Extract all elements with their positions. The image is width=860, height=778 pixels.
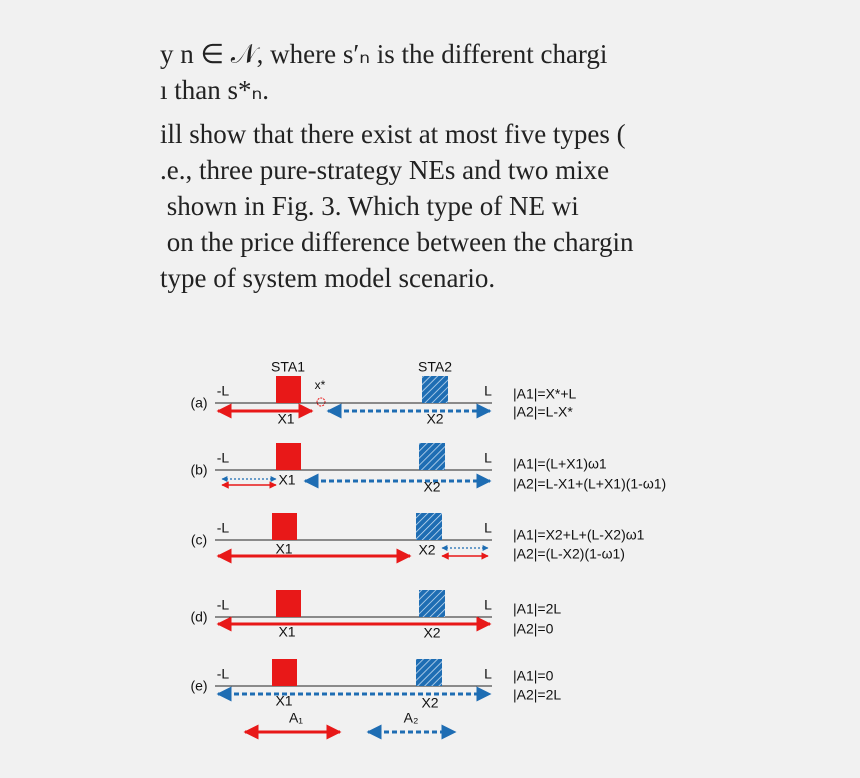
- text-line: shown in Fig. 3. Which type of NE wi: [160, 191, 579, 221]
- sta2-box: [419, 443, 445, 470]
- x2-label: X2: [426, 411, 443, 427]
- equation: |A2|=2L: [513, 687, 561, 703]
- right-end: L: [484, 383, 492, 399]
- text-line: ill show that there exist at most five t…: [160, 119, 626, 149]
- left-end: -L: [217, 666, 230, 682]
- legend-a1: A₁: [289, 710, 303, 726]
- equation: |A1|=X2+L+(L-X2)ω1: [513, 527, 645, 543]
- x1-label: X1: [275, 541, 292, 557]
- equation: |A2|=L-X1+(L+X1)(1-ω1): [513, 476, 666, 492]
- text-line: type of system model scenario.: [160, 263, 496, 293]
- left-end: -L: [217, 520, 230, 536]
- sta1-box: [272, 513, 297, 540]
- equation: |A2|=0: [513, 621, 554, 637]
- equation: |A1|=(L+X1)ω1: [513, 456, 607, 472]
- text-line: .e., three pure-strategy NEs and two mix…: [160, 155, 610, 185]
- left-end: -L: [217, 597, 230, 613]
- left-end: -L: [217, 450, 230, 466]
- right-end: L: [484, 520, 492, 536]
- row-tag: (c): [191, 532, 207, 548]
- sta2-box: [419, 590, 445, 617]
- x2-label: X2: [423, 625, 440, 641]
- equation: |A1|=0: [513, 668, 554, 684]
- legend-a2: A₂: [404, 710, 419, 726]
- paper-text: y n ∈ 𝒩, where s′ₙ is the different char…: [160, 30, 697, 310]
- sta1-label: STA1: [271, 359, 305, 375]
- equation: |A1|=2L: [513, 601, 561, 617]
- text-line: y n ∈ 𝒩, where s′ₙ is the different char…: [160, 39, 608, 69]
- right-end: L: [484, 450, 492, 466]
- sta2-box: [416, 513, 442, 540]
- sta1-box: [276, 443, 301, 470]
- sta1-box: [272, 659, 297, 686]
- text-line: ı than s*ₙ.: [160, 75, 270, 105]
- sta2-box: [416, 659, 442, 686]
- xstar-point: [316, 397, 326, 407]
- x2-label: X2: [418, 542, 435, 558]
- equation: |A2|=(L-X2)(1-ω1): [513, 546, 625, 562]
- left-end: -L: [217, 383, 230, 399]
- right-end: L: [484, 597, 492, 613]
- sta1-box: [276, 376, 301, 403]
- row-tag: (b): [190, 462, 207, 478]
- sta1-box: [276, 590, 301, 617]
- row-tag: (d): [190, 609, 207, 625]
- sta2-label: STA2: [418, 359, 452, 375]
- x1-label: X1: [275, 693, 292, 709]
- x1-label: X1: [278, 624, 295, 640]
- row-tag: (a): [190, 395, 207, 411]
- right-end: L: [484, 666, 492, 682]
- sta2-box: [422, 376, 448, 403]
- x1-label: X1: [277, 411, 294, 427]
- row-tag: (e): [190, 678, 207, 694]
- x2-label: X2: [423, 479, 440, 495]
- equation: |A1|=X*+L: [513, 386, 577, 402]
- equation: |A2|=L-X*: [513, 404, 573, 420]
- x1-label: X1: [278, 472, 295, 488]
- text-line: on the price difference between the char…: [160, 227, 634, 257]
- xstar-label: x*: [315, 378, 326, 392]
- x2-label: X2: [421, 695, 438, 711]
